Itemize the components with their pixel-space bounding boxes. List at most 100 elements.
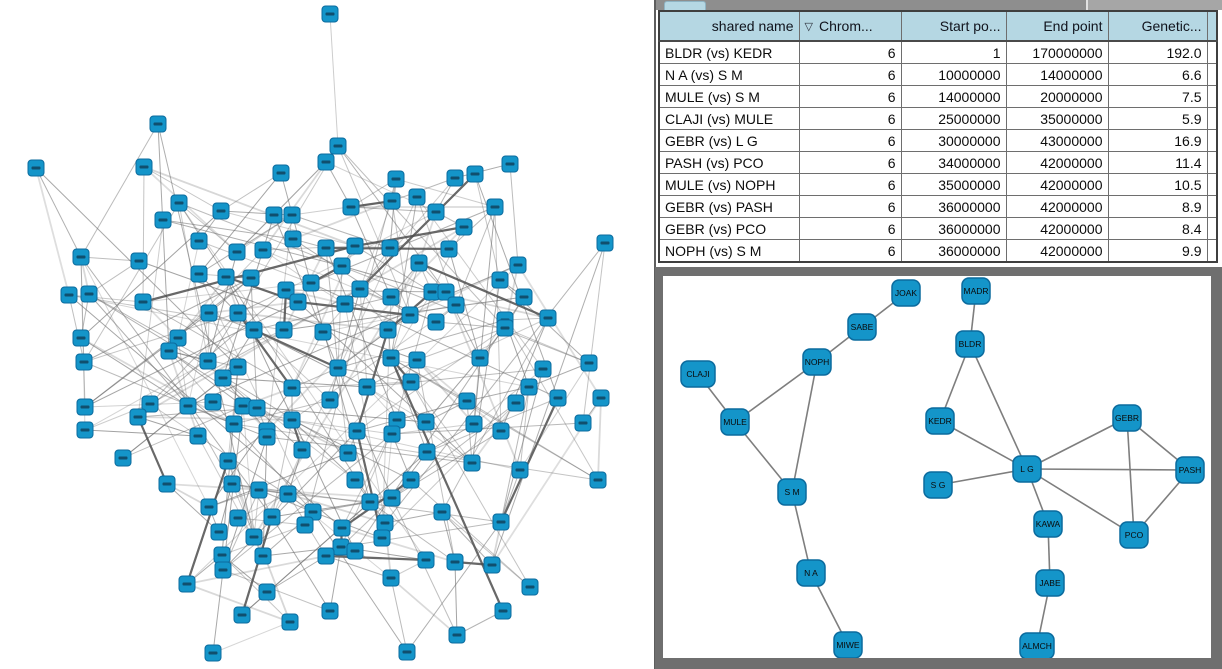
network-edge <box>350 206 392 298</box>
subnetwork-node-label: MULE <box>723 417 747 427</box>
column-header-chromosome[interactable]: ▽ Chrom... <box>798 10 902 42</box>
subnetwork-node[interactable] <box>1035 569 1065 597</box>
table-row[interactable]: CLAJI (vs) MULE 6 25000000 35000000 5.9 <box>658 107 1218 130</box>
table-cell: 7.5 <box>1107 85 1208 108</box>
network-edge <box>500 469 521 523</box>
subnetwork-canvas[interactable]: JOAK MADR SABE BLDR NOPH CLAJI MULE KEDR GEBR L G… <box>663 276 1211 658</box>
node-label-smudge <box>229 422 239 426</box>
network-edge <box>396 400 468 421</box>
node-label-smudge <box>145 402 155 406</box>
column-header-genetic[interactable]: Genetic... <box>1107 10 1208 42</box>
network-edge <box>212 621 291 654</box>
table-cell: 6 <box>798 151 902 174</box>
network-edge <box>35 167 82 258</box>
subnetwork-node-label: BLDR <box>959 339 982 349</box>
table-cell: PASH (vs) PCO <box>658 151 800 174</box>
subnetwork-node[interactable] <box>847 313 877 341</box>
column-header-start-point[interactable]: Start po... <box>900 10 1007 42</box>
subnetwork-node[interactable] <box>961 277 991 305</box>
table-row[interactable]: GEBR (vs) PASH 6 36000000 42000000 8.9 <box>658 195 1218 218</box>
subnetwork-node[interactable] <box>796 559 826 587</box>
node-label-smudge <box>287 386 297 390</box>
table-row[interactable]: MULE (vs) NOPH 6 35000000 42000000 10.5 <box>658 173 1218 196</box>
network-edge <box>273 214 393 499</box>
table-cell-sliver <box>1206 195 1218 218</box>
table-row[interactable]: BLDR (vs) KEDR 6 1 170000000 192.0 <box>658 40 1218 64</box>
column-header-end-point[interactable]: End point <box>1005 10 1109 42</box>
subnetwork-node[interactable] <box>1033 510 1063 538</box>
subnetwork-node[interactable] <box>1112 404 1142 432</box>
subnetwork-node[interactable] <box>1019 632 1055 658</box>
subnetwork-node[interactable] <box>802 348 832 376</box>
subnetwork-edge <box>1026 468 1191 471</box>
network-edge <box>222 436 268 571</box>
table-tab-fragment[interactable] <box>664 1 706 10</box>
node-label-smudge <box>194 239 204 243</box>
node-label-smudge <box>254 488 264 492</box>
subnetwork-node[interactable] <box>720 408 750 436</box>
subnetwork-node[interactable] <box>777 478 807 506</box>
node-label-smudge <box>422 450 432 454</box>
network-edge <box>356 327 506 432</box>
table-row[interactable]: MULE (vs) S M 6 14000000 20000000 7.5 <box>658 85 1218 108</box>
table-cell: 6 <box>798 129 902 152</box>
subnetwork-node[interactable] <box>955 330 985 358</box>
table-row[interactable]: N A (vs) S M 6 10000000 14000000 6.6 <box>658 63 1218 86</box>
table-row[interactable]: GEBR (vs) L G 6 30000000 43000000 16.9 <box>658 129 1218 152</box>
network-edge <box>142 301 293 389</box>
network-edge <box>291 331 324 389</box>
network-edge <box>454 561 458 636</box>
node-label-smudge <box>336 545 346 549</box>
network-edge <box>168 350 214 403</box>
network-edge <box>84 403 151 431</box>
scrollbar-track[interactable] <box>1086 0 1222 10</box>
subnetwork-node[interactable] <box>891 279 921 307</box>
network-edge <box>418 261 549 320</box>
subnetwork-node[interactable] <box>833 631 863 658</box>
network-edge <box>88 293 189 407</box>
table-cell: 6 <box>798 239 902 263</box>
subnetwork-node[interactable] <box>925 407 955 435</box>
network-edge <box>157 123 170 352</box>
table-cell: 11.4 <box>1107 151 1208 174</box>
filter-icon[interactable]: ▽ <box>804 21 813 33</box>
network-edge <box>253 329 331 401</box>
network-edge <box>242 405 255 538</box>
network-edge <box>441 317 549 513</box>
network-edge <box>359 288 368 388</box>
subnetwork-node[interactable] <box>923 471 953 499</box>
table-row[interactable]: NOPH (vs) S M 6 36000000 42000000 9.9 <box>658 239 1218 263</box>
table-cell: 14000000 <box>900 85 1007 108</box>
table-cell: 43000000 <box>1005 129 1109 152</box>
network-edge <box>354 296 525 552</box>
node-label-smudge <box>437 510 447 514</box>
subnetwork-node[interactable] <box>1175 456 1205 484</box>
table-row[interactable]: PASH (vs) PCO 6 34000000 42000000 11.4 <box>658 151 1218 174</box>
table-row[interactable]: GEBR (vs) PCO 6 36000000 42000000 8.4 <box>658 217 1218 240</box>
network-edge <box>80 210 222 339</box>
subnetwork-node[interactable] <box>680 360 716 388</box>
node-label-smudge <box>269 213 279 217</box>
subnetwork-panel: JOAK MADR SABE BLDR NOPH CLAJI MULE KEDR GEBR L G… <box>655 267 1222 669</box>
subnetwork-node[interactable] <box>1119 521 1149 549</box>
network-edge <box>369 501 456 563</box>
table-header-row: shared name ▽ Chrom... Start po... End po… <box>658 10 1218 42</box>
horizontal-scrollbar[interactable] <box>656 0 1222 10</box>
network-edge <box>389 178 397 249</box>
table-cell: 36000000 <box>900 195 1007 218</box>
node-label-smudge <box>450 176 460 180</box>
column-header-shared-name[interactable]: shared name <box>658 10 800 42</box>
edge-attribute-table: shared name ▽ Chrom... Start po... End po… <box>658 10 1218 263</box>
node-label-smudge <box>283 492 293 496</box>
network-edge <box>312 501 371 513</box>
node-label-smudge <box>487 563 497 567</box>
network-edge <box>222 377 356 481</box>
table-cell-sliver <box>1206 107 1218 130</box>
network-edge <box>186 583 291 623</box>
network-edge <box>291 419 521 471</box>
network-edge <box>137 416 199 437</box>
subnetwork-node[interactable] <box>1012 455 1042 483</box>
overview-network-canvas[interactable] <box>0 0 655 669</box>
node-label-smudge <box>204 311 214 315</box>
table-cell-sliver <box>1206 63 1218 86</box>
